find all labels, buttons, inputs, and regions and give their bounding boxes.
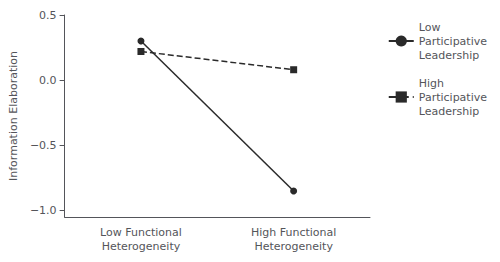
svg-text:Participative: Participative bbox=[419, 91, 487, 104]
svg-text:−1.0: −1.0 bbox=[30, 204, 57, 217]
svg-text:Low Functional: Low Functional bbox=[100, 226, 182, 239]
svg-text:Participative: Participative bbox=[419, 35, 487, 48]
svg-text:Leadership: Leadership bbox=[419, 49, 479, 62]
svg-text:−0.5: −0.5 bbox=[30, 139, 57, 152]
svg-text:High: High bbox=[419, 77, 444, 90]
svg-text:Leadership: Leadership bbox=[419, 105, 479, 118]
svg-text:High Functional: High Functional bbox=[251, 226, 336, 239]
svg-text:0.0: 0.0 bbox=[39, 74, 57, 87]
svg-text:0.5: 0.5 bbox=[39, 9, 57, 22]
svg-text:Heterogeneity: Heterogeneity bbox=[102, 240, 181, 253]
svg-text:Heterogeneity: Heterogeneity bbox=[254, 240, 333, 253]
svg-text:Low: Low bbox=[419, 21, 441, 34]
svg-text:Information Elaboration: Information Elaboration bbox=[7, 51, 20, 181]
